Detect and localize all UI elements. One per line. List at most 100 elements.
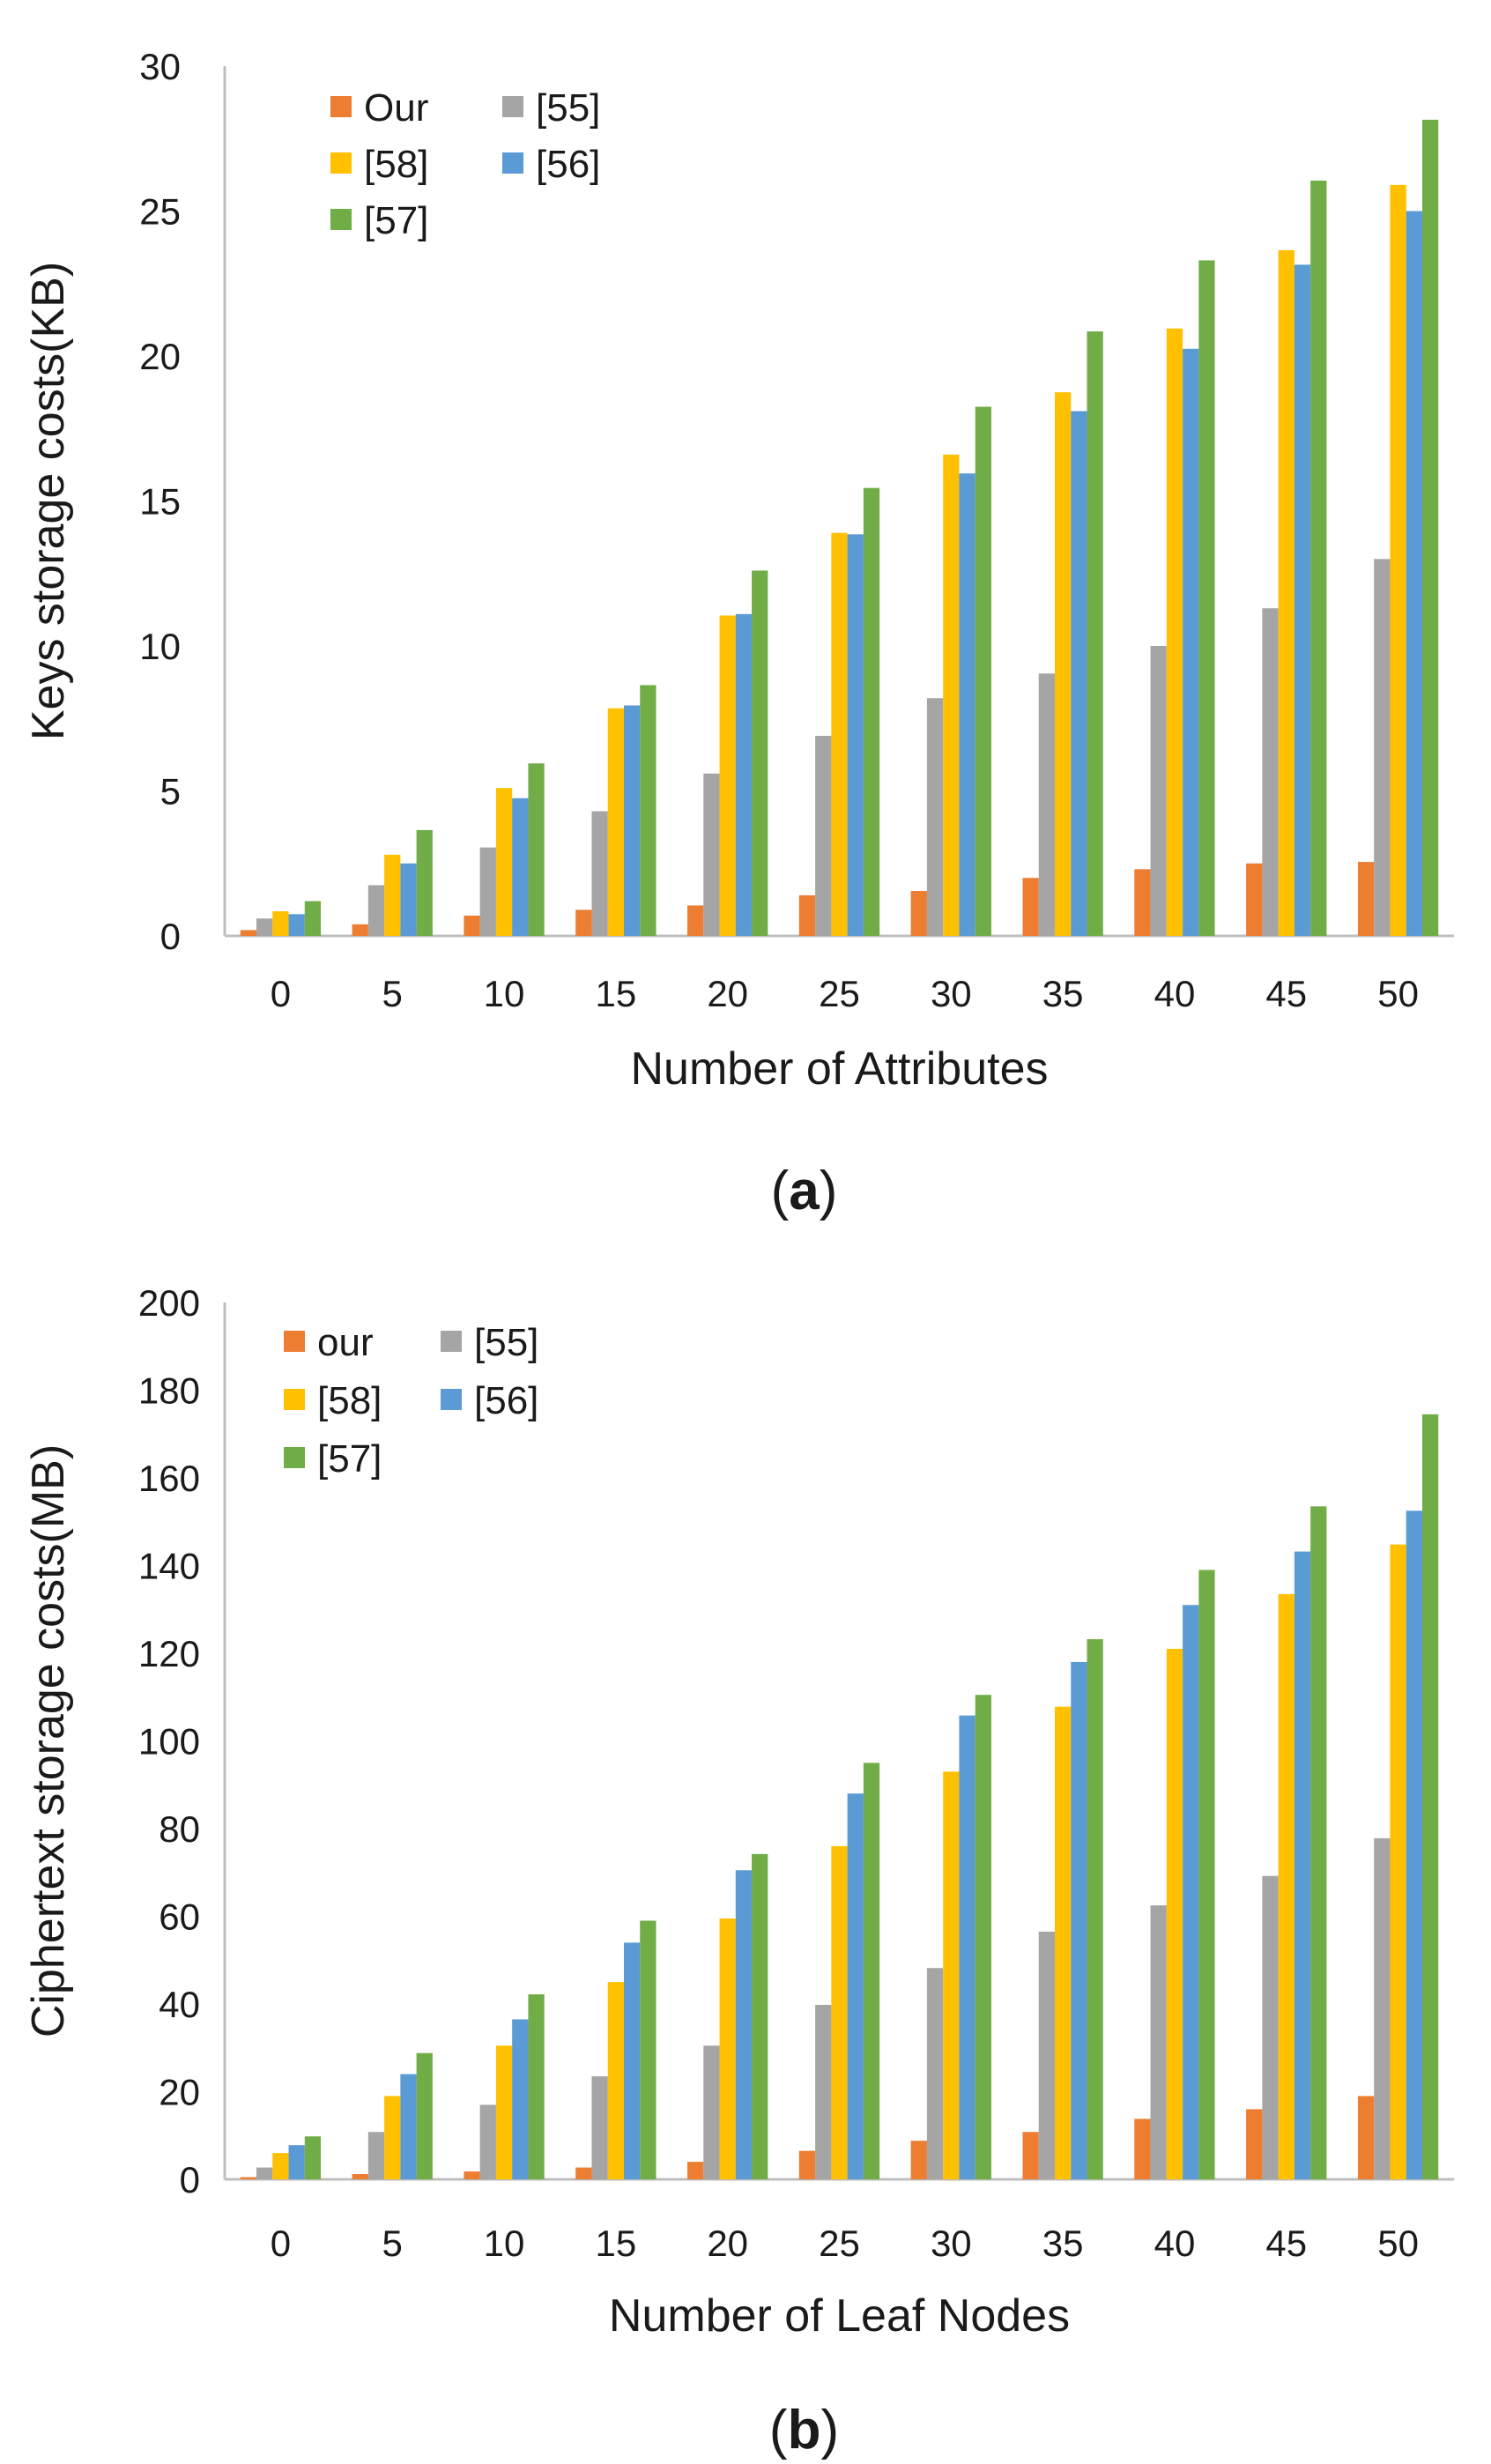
bar-55-30 (926, 698, 944, 936)
bar-our-45 (1246, 863, 1263, 936)
bar-57-25 (863, 487, 880, 936)
y-tick-label: 15 (139, 481, 181, 523)
y-tick-label: 5 (160, 771, 181, 813)
legend-swatch (330, 152, 352, 174)
bar-55-5 (367, 885, 385, 936)
bar-our-50 (1357, 862, 1375, 936)
bar-our-0 (240, 930, 257, 936)
bar-56-25 (847, 1793, 864, 2179)
bar-our-25 (798, 894, 816, 936)
bar-56-10 (512, 2019, 529, 2179)
y-tick-label: 0 (160, 916, 181, 957)
bar-58-40 (1166, 328, 1183, 936)
bar-55-35 (1038, 1931, 1056, 2179)
y-tick-label: 100 (138, 1721, 200, 1763)
bar-58-0 (272, 2153, 289, 2179)
bar-our-40 (1134, 869, 1151, 936)
bar-58-25 (831, 1845, 848, 2179)
bar-our-35 (1022, 878, 1039, 936)
bar-56-45 (1294, 1551, 1311, 2179)
bar-our-35 (1022, 2132, 1039, 2179)
bar-55-30 (926, 1968, 944, 2179)
x-tick-label: 5 (382, 2223, 403, 2264)
bar-56-5 (400, 2074, 417, 2179)
legend-label: [55] (536, 86, 600, 130)
bar-57-35 (1087, 331, 1103, 936)
bar-58-25 (831, 532, 848, 936)
x-tick-label: 10 (484, 2223, 525, 2264)
legend-swatch (502, 152, 523, 174)
x-tick-label: 50 (1377, 973, 1419, 1014)
bar-58-20 (719, 615, 736, 936)
bar-57-20 (752, 570, 768, 936)
bar-our-15 (575, 2167, 592, 2179)
x-tick-label: 50 (1377, 2223, 1419, 2264)
bar-57-15 (640, 1920, 656, 2179)
bar-our-10 (464, 2171, 480, 2179)
bar-58-45 (1278, 1593, 1294, 2179)
bar-56-30 (959, 473, 975, 936)
legend-label: [58] (364, 143, 428, 186)
bar-56-30 (959, 1715, 975, 2179)
bar-our-20 (687, 2162, 704, 2179)
bar-58-10 (495, 2045, 513, 2179)
x-tick-label: 45 (1265, 973, 1307, 1014)
legend-swatch (284, 1447, 305, 1468)
bar-57-10 (528, 763, 545, 936)
x-tick-label: 30 (931, 2223, 972, 2264)
legend-swatch (284, 1389, 305, 1410)
y-tick-label: 140 (138, 1546, 200, 1587)
bar-56-15 (623, 1942, 641, 2179)
bar-57-50 (1421, 1414, 1439, 2179)
caption-close-paren: ) (820, 2400, 839, 2460)
x-tick-label: 45 (1265, 2223, 1307, 2264)
bar-55-40 (1150, 1905, 1167, 2179)
bar-55-0 (256, 918, 273, 936)
bar-55-5 (367, 2132, 385, 2179)
bar-our-5 (352, 924, 368, 936)
bar-our-40 (1134, 2119, 1151, 2179)
bar-57-20 (752, 1853, 768, 2179)
x-tick-label: 25 (819, 973, 860, 1014)
bar-58-45 (1278, 249, 1294, 936)
panel-caption: (a) (771, 1161, 838, 1221)
y-tick-label: 200 (138, 1282, 200, 1324)
bar-55-25 (815, 2004, 832, 2179)
legend-label: [58] (317, 1379, 382, 1422)
x-tick-label: 20 (707, 973, 748, 1014)
bar-58-35 (1055, 1706, 1072, 2179)
bar-57-5 (416, 829, 433, 936)
bar-55-15 (591, 811, 608, 936)
bar-57-40 (1198, 260, 1215, 936)
caption-open-paren: ( (769, 2400, 788, 2460)
bar-58-50 (1390, 184, 1406, 936)
bar-58-5 (384, 2096, 401, 2179)
legend-label: [56] (474, 1379, 538, 1422)
bar-56-50 (1406, 1510, 1422, 2179)
bar-our-30 (910, 891, 927, 936)
y-tick-label: 160 (138, 1458, 200, 1499)
bar-56-25 (847, 534, 864, 936)
x-tick-label: 5 (382, 973, 403, 1014)
x-tick-label: 15 (596, 973, 637, 1014)
legend-swatch (441, 1389, 462, 1410)
bar-56-40 (1183, 348, 1199, 936)
caption-close-paren: ) (820, 1161, 838, 1221)
bar-58-30 (943, 1771, 960, 2179)
bar-55-45 (1262, 1875, 1279, 2179)
bar-55-40 (1150, 646, 1167, 936)
bar-our-25 (798, 2150, 816, 2179)
bar-57-0 (304, 901, 322, 936)
x-axis-label: Number of Leaf Nodes (609, 2290, 1070, 2342)
bar-56-35 (1071, 1661, 1087, 2179)
bar-our-50 (1357, 2096, 1375, 2179)
bar-56-0 (288, 914, 305, 936)
bar-55-20 (703, 773, 720, 936)
bar-57-5 (416, 2052, 433, 2179)
x-tick-label: 25 (819, 2223, 860, 2264)
legend-swatch (502, 96, 523, 117)
bar-57-40 (1198, 1570, 1215, 2179)
bar-57-30 (975, 1695, 991, 2179)
bar-our-0 (240, 2177, 257, 2179)
bar-57-0 (304, 2136, 322, 2179)
